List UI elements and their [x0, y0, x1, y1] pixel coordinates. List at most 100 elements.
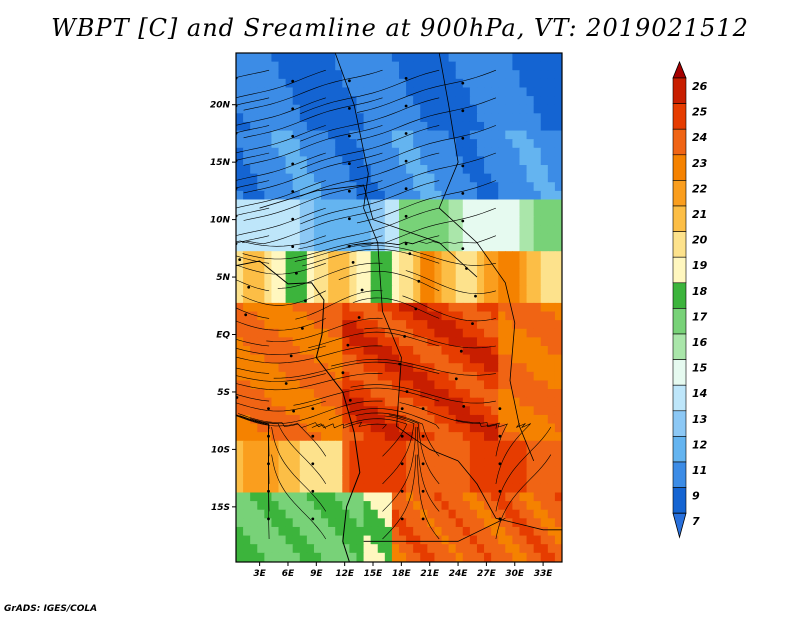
field-cell — [391, 156, 400, 166]
field-cell — [498, 156, 506, 166]
field-cell — [476, 242, 485, 252]
field-cell — [349, 285, 358, 295]
field-cell — [469, 233, 478, 244]
field-cell — [299, 302, 308, 313]
field-cell — [399, 354, 407, 364]
field-cell — [292, 328, 301, 338]
field-cell — [547, 113, 556, 123]
field-cell — [420, 552, 428, 562]
field-cell — [349, 328, 358, 338]
field-cell — [476, 458, 485, 468]
field-cell — [335, 337, 343, 347]
field-cell — [285, 458, 294, 468]
field-cell — [519, 354, 528, 364]
field-cell — [484, 277, 492, 287]
field-cell — [462, 251, 471, 261]
field-cell — [476, 53, 485, 63]
field-cell — [455, 302, 464, 313]
field-cell — [250, 509, 258, 519]
field-cell — [292, 544, 301, 554]
field-cell — [519, 61, 528, 71]
field-cell — [250, 147, 258, 158]
field-cell — [342, 311, 350, 321]
streamline — [268, 454, 270, 540]
field-cell — [356, 225, 365, 235]
field-cell — [455, 53, 464, 63]
field-cell — [455, 526, 464, 537]
field-cell — [306, 414, 315, 425]
field-cell — [370, 242, 379, 252]
field-cell — [313, 552, 322, 562]
field-cell — [434, 466, 443, 476]
field-cell — [427, 61, 436, 71]
field-cell — [285, 130, 294, 140]
field-cell — [377, 501, 386, 511]
field-cell — [547, 302, 556, 313]
field-cell — [491, 552, 499, 562]
field-cell — [533, 294, 542, 304]
field-cell — [349, 320, 358, 330]
field-cell — [413, 96, 421, 106]
field-cell — [533, 466, 542, 476]
field-cell — [554, 380, 562, 390]
field-cell — [384, 285, 393, 295]
field-cell — [278, 449, 287, 459]
streamline — [495, 426, 552, 512]
field-cell — [484, 371, 492, 382]
field-cell — [384, 423, 393, 433]
field-cell — [313, 458, 322, 468]
field-cell — [377, 552, 386, 562]
streamline-arrow — [304, 299, 307, 303]
field-cell — [370, 225, 379, 235]
field-cell — [250, 96, 258, 106]
field-cell — [335, 354, 343, 364]
field-cell — [448, 147, 457, 158]
field-cell — [342, 173, 350, 183]
field-cell — [236, 432, 244, 442]
streamline — [243, 152, 383, 194]
field-cell — [519, 552, 528, 562]
field-cell — [526, 492, 535, 502]
field-cell — [469, 70, 478, 80]
field-cell — [462, 552, 471, 562]
field-cell — [491, 320, 499, 330]
field-cell — [377, 147, 386, 158]
streamline — [236, 69, 326, 99]
field-cell — [413, 526, 421, 537]
field-cell — [526, 458, 535, 468]
field-cell — [547, 552, 556, 562]
field-cell — [533, 518, 542, 528]
field-cell — [384, 96, 393, 106]
field-cell — [533, 268, 542, 278]
field-cell — [363, 389, 372, 399]
field-cell — [306, 544, 315, 554]
field-cell — [484, 414, 492, 425]
field-cell — [278, 432, 287, 442]
field-cell — [356, 544, 365, 554]
field-cell — [512, 104, 521, 114]
field-cell — [540, 345, 549, 356]
field-cell — [313, 414, 322, 425]
field-cell — [363, 147, 372, 158]
field-cell — [441, 509, 450, 519]
field-cell — [505, 121, 513, 132]
field-cell — [498, 354, 506, 364]
field-cell — [299, 526, 308, 537]
field-cell — [271, 104, 280, 114]
field-cell — [356, 139, 365, 149]
field-cell — [427, 389, 436, 399]
field-cell — [455, 466, 464, 476]
field-cell — [306, 173, 315, 183]
field-cell — [257, 337, 265, 347]
field-cell — [363, 535, 372, 545]
field-cell — [321, 509, 329, 519]
streamline-arrow — [341, 371, 345, 375]
field-cell — [469, 509, 478, 519]
field-cell — [505, 320, 513, 330]
field-cell — [476, 518, 485, 528]
streamline-arrow — [289, 354, 293, 358]
field-cell — [462, 380, 471, 390]
field-cell — [498, 173, 506, 183]
field-cell — [547, 242, 556, 252]
field-cell — [540, 277, 549, 287]
